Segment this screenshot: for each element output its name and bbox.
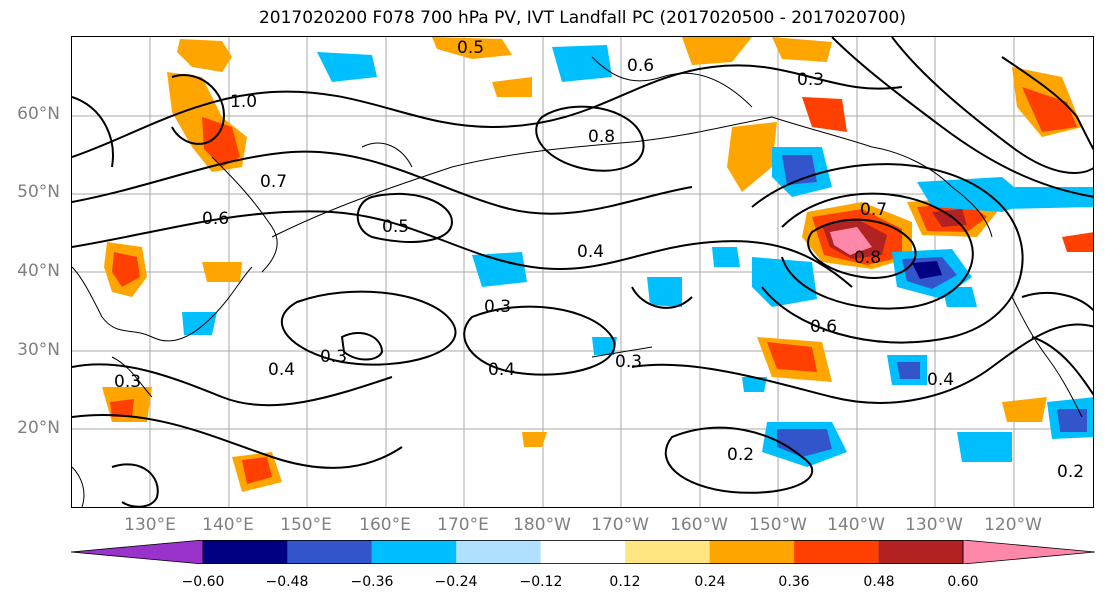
- lon-label: 150°E: [280, 515, 332, 535]
- contour-label: 0.4: [927, 370, 954, 390]
- lat-label: 60°N: [17, 104, 60, 124]
- contour-label: 0.8: [588, 127, 615, 147]
- colorbar-segment: [794, 540, 879, 564]
- contour-label: 0.6: [810, 317, 837, 337]
- colorbar-segment: [878, 540, 963, 564]
- contour-label: 0.5: [457, 38, 484, 58]
- shading-positive: [102, 37, 1093, 492]
- lat-label: 30°N: [17, 340, 60, 360]
- colorbar-tick: 0.24: [694, 574, 726, 590]
- colorbar-tick: −0.48: [265, 574, 309, 590]
- contour-label: 0.5: [382, 217, 409, 237]
- contour-label: 0.6: [627, 56, 654, 76]
- map-title: 2017020200 F078 700 hPa PV, IVT Landfall…: [258, 8, 906, 28]
- contour-label: 0.4: [488, 360, 515, 380]
- lon-label: 170°E: [437, 515, 489, 535]
- colorbar-tick: 0.48: [863, 574, 895, 590]
- coastlines: [72, 56, 1083, 507]
- contour-label: 0.4: [577, 242, 604, 262]
- colorbar: [71, 540, 1095, 564]
- lat-label: 40°N: [17, 261, 60, 281]
- lon-label: 140°W: [827, 515, 885, 535]
- map-svg: 0.5 0.6 0.3 1.0 0.8 0.7 0.6 0.5 0.4 0.3 …: [72, 37, 1093, 507]
- colorbar-segments: [71, 540, 1095, 564]
- contour-label: 0.3: [484, 297, 511, 317]
- colorbar-border: [202, 540, 964, 564]
- colorbar-segment: [709, 540, 795, 564]
- colorbar-segment: [540, 540, 626, 564]
- colorbar-segment: [456, 540, 541, 564]
- lon-label: 150°W: [749, 515, 807, 535]
- lat-label: 50°N: [17, 182, 60, 202]
- contour-label: 0.3: [797, 70, 824, 90]
- contour-label: 0.3: [615, 352, 642, 372]
- lon-label: 160°W: [670, 515, 728, 535]
- colorbar-tick: −0.36: [350, 574, 394, 590]
- colorbar-segment: [287, 540, 372, 564]
- map-panel: 0.5 0.6 0.3 1.0 0.8 0.7 0.6 0.5 0.4 0.3 …: [71, 36, 1094, 508]
- lon-label: 130°E: [124, 515, 176, 535]
- lat-label: 20°N: [17, 418, 60, 438]
- shading-negative: [182, 45, 1093, 467]
- colorbar-segment: [625, 540, 710, 564]
- contour-label: 0.4: [268, 360, 295, 380]
- contour-label: 1.0: [230, 92, 257, 112]
- contour-label: 0.7: [260, 172, 287, 192]
- contour-label: 0.3: [114, 372, 141, 392]
- contour-label: 0.7: [860, 200, 887, 220]
- lon-label: 140°E: [202, 515, 254, 535]
- pv-contours: [72, 37, 1093, 507]
- contour-label: 0.3: [320, 347, 347, 367]
- colorbar-segment: [962, 540, 1095, 564]
- contour-label: 0.8: [854, 248, 881, 268]
- lon-label: 170°W: [591, 515, 649, 535]
- lon-label: 120°W: [984, 515, 1042, 535]
- contour-label: 0.6: [202, 209, 229, 229]
- colorbar-segment: [371, 540, 457, 564]
- contour-label: 0.2: [1057, 462, 1084, 482]
- colorbar-tick: 0.12: [609, 574, 641, 590]
- lon-label: 130°W: [905, 515, 963, 535]
- colorbar-tick: −0.60: [181, 574, 225, 590]
- colorbar-tick: −0.24: [434, 574, 478, 590]
- contour-label: 0.2: [727, 445, 754, 465]
- colorbar-tick: 0.36: [778, 574, 810, 590]
- lon-label: 180°W: [513, 515, 571, 535]
- colorbar-tick: −0.12: [519, 574, 563, 590]
- lon-label: 160°E: [359, 515, 411, 535]
- colorbar-tick: 0.60: [947, 574, 979, 590]
- contour-labels: 0.5 0.6 0.3 1.0 0.8 0.7 0.6 0.5 0.4 0.3 …: [114, 38, 1084, 482]
- colorbar-segment: [203, 540, 288, 564]
- colorbar-segment: [71, 540, 204, 564]
